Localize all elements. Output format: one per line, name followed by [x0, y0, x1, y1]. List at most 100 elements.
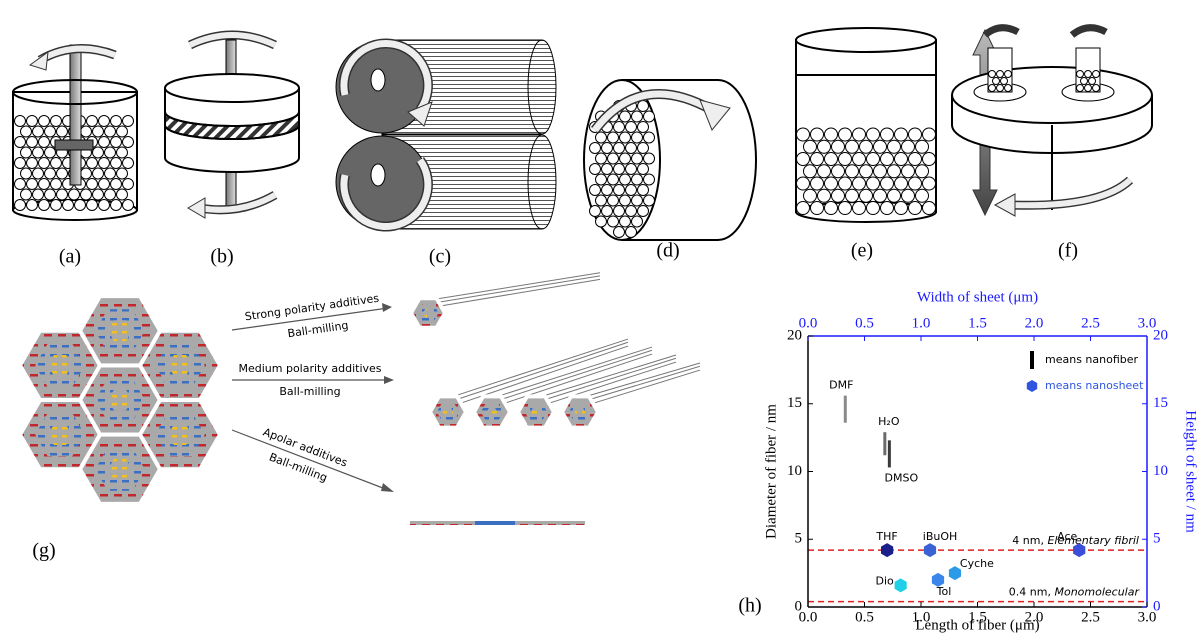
ball	[63, 200, 74, 211]
ball	[51, 200, 62, 211]
reference-label: 0.4 nm, Monomolecular	[1009, 586, 1141, 599]
x-axis-title: Length of fiber (μm)	[915, 617, 1039, 633]
point-label: iBuOH	[923, 530, 958, 543]
sheet-hexagon	[895, 578, 907, 592]
ball	[839, 153, 852, 166]
ball	[27, 116, 38, 127]
ball	[797, 128, 810, 141]
ball	[596, 216, 607, 227]
ball	[45, 126, 56, 137]
ball	[916, 189, 929, 202]
ball	[881, 128, 894, 141]
ball	[874, 189, 887, 202]
ball	[57, 126, 68, 137]
panel-label: (b)	[210, 246, 233, 268]
ball	[832, 189, 845, 202]
ball	[105, 189, 116, 200]
ball	[602, 164, 613, 175]
ball	[596, 195, 607, 206]
ball	[626, 206, 637, 217]
sheet-hexagon	[924, 543, 936, 557]
ball	[608, 153, 619, 164]
ball	[909, 128, 922, 141]
ball	[825, 153, 838, 166]
ball	[57, 168, 68, 179]
ball	[81, 189, 92, 200]
reference-value: 0.4 nm,	[1009, 586, 1051, 599]
ball	[909, 177, 922, 190]
ball	[99, 137, 110, 148]
ball	[818, 140, 831, 153]
ball	[105, 168, 116, 179]
ball	[825, 202, 838, 215]
ball	[620, 216, 631, 227]
ball	[33, 189, 44, 200]
ball	[614, 164, 625, 175]
ball	[590, 185, 601, 196]
reference-note: Monomolecular	[1054, 586, 1140, 599]
ball	[923, 177, 936, 190]
ball	[860, 165, 873, 178]
ball	[87, 158, 98, 169]
ball	[33, 168, 44, 179]
ball	[989, 85, 996, 92]
legend-label: means nanofiber	[1045, 353, 1139, 366]
ball	[614, 227, 625, 238]
ball	[818, 189, 831, 202]
ball	[888, 140, 901, 153]
ball	[1005, 85, 1012, 92]
ball	[1077, 85, 1084, 92]
panel-label: (h)	[738, 595, 761, 617]
y-tick-label: 20	[787, 327, 802, 343]
arrow-sublabel: Ball-milling	[287, 319, 349, 340]
ball	[644, 153, 655, 164]
ball	[811, 153, 824, 166]
ball	[1093, 71, 1100, 78]
ball	[638, 164, 649, 175]
y2-axis-title: Height of sheet / nm	[1183, 410, 1199, 533]
ball	[27, 137, 38, 148]
ball	[989, 71, 996, 78]
ball	[895, 202, 908, 215]
panel-label: (c)	[429, 246, 451, 268]
ball	[15, 179, 26, 190]
ball	[804, 140, 817, 153]
point-label: DMF	[829, 379, 853, 392]
ball	[105, 126, 116, 137]
ball	[93, 126, 104, 137]
ball	[632, 111, 643, 122]
ball	[997, 85, 1004, 92]
point-label: Ace	[1057, 530, 1077, 543]
ball	[21, 168, 32, 179]
ball	[117, 126, 128, 137]
ball	[123, 116, 134, 127]
ball	[626, 185, 637, 196]
ball	[867, 202, 880, 215]
ball	[644, 132, 655, 143]
ball	[87, 116, 98, 127]
ball	[39, 116, 50, 127]
ball	[39, 200, 50, 211]
fiber-edge	[429, 276, 600, 304]
x-tick-label: 2.5	[1081, 609, 1100, 625]
ball	[117, 147, 128, 158]
ball	[902, 140, 915, 153]
sheet-hexagon	[881, 543, 893, 557]
x-tick-label: 0.5	[855, 609, 874, 625]
ball	[27, 158, 38, 169]
point-label: Tol	[936, 585, 952, 598]
ball	[923, 128, 936, 141]
ball	[87, 200, 98, 211]
ball	[811, 202, 824, 215]
ball	[93, 147, 104, 158]
ball	[632, 132, 643, 143]
ball	[602, 143, 613, 154]
y2-tick-label: 15	[1153, 395, 1168, 411]
ball	[888, 165, 901, 178]
ball	[825, 128, 838, 141]
fiber-bar	[883, 432, 886, 455]
fiber-bar	[888, 440, 891, 467]
ball	[51, 179, 62, 190]
ball	[632, 174, 643, 185]
